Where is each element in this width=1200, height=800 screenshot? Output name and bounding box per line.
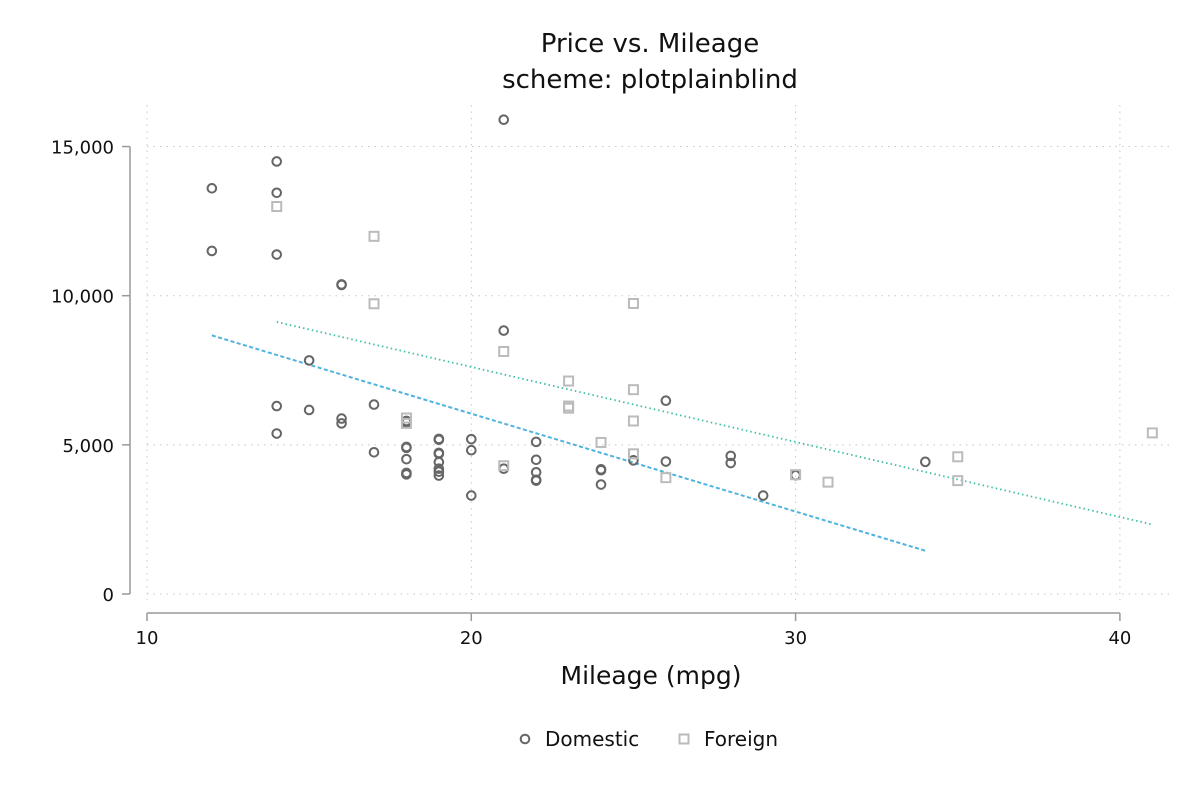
- fit-line-1: [211, 334, 926, 552]
- y-tick-label: 15,000: [51, 138, 114, 159]
- legend-item-domestic: Domestic: [519, 727, 639, 751]
- point-foreign: [595, 436, 607, 448]
- legend-item-foreign: Foreign: [678, 727, 778, 751]
- point-domestic: [466, 490, 477, 501]
- point-domestic: [336, 413, 347, 424]
- x-axis-title: Mileage (mpg): [561, 661, 742, 690]
- point-domestic: [498, 325, 510, 336]
- point-foreign: [563, 375, 575, 387]
- point-domestic: [401, 442, 412, 454]
- point-domestic: [530, 454, 542, 466]
- x-tick-label: 40: [1108, 628, 1131, 649]
- point-domestic: [660, 395, 672, 407]
- point-domestic: [271, 187, 283, 199]
- point-foreign: [1146, 427, 1158, 439]
- point-domestic: [206, 245, 218, 257]
- axes: [129, 146, 1120, 614]
- point-domestic: [401, 469, 412, 480]
- y-tick-label: 10,000: [51, 287, 114, 308]
- point-foreign: [498, 460, 510, 472]
- point-domestic: [433, 466, 445, 477]
- fit-lines: [211, 321, 1153, 552]
- point-domestic: [271, 428, 283, 439]
- point-domestic: [336, 279, 347, 291]
- point-foreign: [627, 448, 639, 460]
- point-domestic: [303, 404, 315, 416]
- x-tick-label: 30: [784, 628, 807, 649]
- point-domestic: [725, 457, 737, 469]
- x-axis-ticks: 10 20 30 40: [136, 613, 1131, 649]
- point-domestic: [368, 447, 380, 458]
- point-foreign: [627, 384, 639, 396]
- point-domestic: [660, 456, 672, 467]
- chart-title: Price vs. Mileage: [541, 29, 759, 59]
- legend: Domestic Foreign: [519, 727, 778, 751]
- point-domestic: [757, 490, 769, 501]
- point-foreign: [952, 451, 964, 463]
- point-domestic: [628, 455, 639, 466]
- point-foreign: [627, 415, 639, 427]
- legend-label-domestic: Domestic: [545, 727, 639, 751]
- point-foreign: [660, 472, 672, 484]
- x-tick-label: 10: [136, 628, 159, 649]
- point-domestic: [368, 399, 380, 410]
- point-domestic: [271, 249, 283, 260]
- point-domestic: [498, 114, 510, 126]
- point-foreign: [400, 417, 412, 429]
- point-domestic: [271, 400, 283, 412]
- legend-label-foreign: Foreign: [704, 727, 778, 751]
- point-domestic: [433, 434, 445, 446]
- point-foreign: [822, 476, 834, 488]
- point-domestic: [725, 450, 737, 462]
- point-foreign: [368, 298, 380, 310]
- point-domestic: [206, 183, 218, 194]
- point-domestic: [336, 418, 347, 429]
- point-domestic: [466, 433, 477, 445]
- point-domestic: [433, 470, 445, 481]
- point-foreign: [790, 469, 802, 481]
- point-domestic: [595, 464, 607, 476]
- point-foreign: [627, 297, 639, 309]
- legend-marker-domestic: [519, 733, 531, 745]
- point-foreign: [563, 402, 575, 414]
- legend-marker-foreign: [678, 733, 690, 745]
- gridlines: [146, 105, 1170, 600]
- x-tick-label: 20: [460, 628, 483, 649]
- point-domestic: [530, 475, 542, 486]
- point-foreign: [498, 345, 510, 357]
- point-foreign: [368, 230, 380, 242]
- y-axis-ticks: 0 5,000 10,000 15,000: [51, 138, 130, 606]
- point-domestic: [401, 453, 412, 465]
- data-points: [206, 114, 1158, 501]
- fit-line-2: [276, 321, 1153, 526]
- point-domestic: [530, 436, 542, 448]
- point-domestic: [920, 456, 931, 468]
- point-domestic: [595, 479, 607, 490]
- point-domestic: [271, 156, 283, 167]
- y-tick-label: 5,000: [62, 436, 114, 457]
- point-domestic: [303, 355, 315, 366]
- chart-subtitle: scheme: plotplainblind: [502, 65, 798, 95]
- point-foreign: [952, 475, 964, 487]
- point-domestic: [498, 463, 510, 475]
- y-tick-label: 0: [103, 585, 114, 606]
- point-domestic: [466, 444, 477, 456]
- point-foreign: [271, 201, 283, 213]
